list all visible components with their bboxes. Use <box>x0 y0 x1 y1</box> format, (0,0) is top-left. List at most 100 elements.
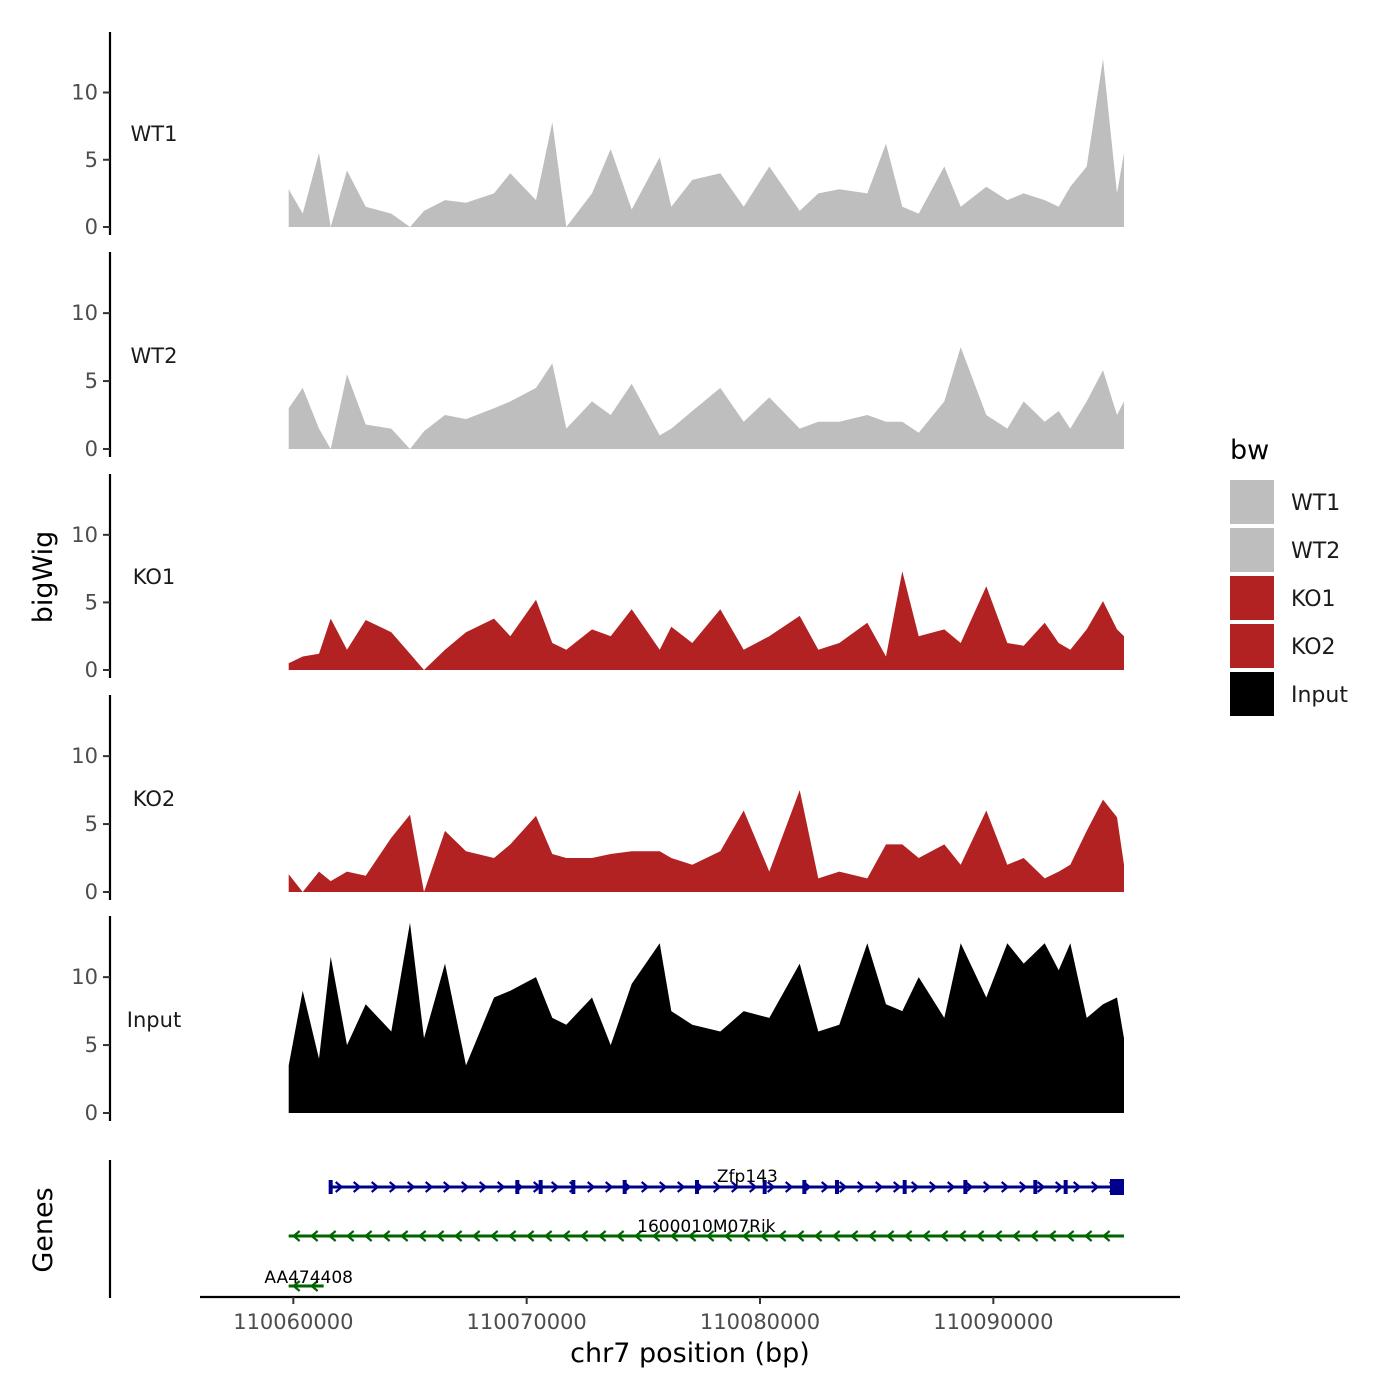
y-tick-label: 0 <box>85 1101 98 1125</box>
strand-arrow <box>471 1230 481 1242</box>
y-tick-label: 10 <box>71 965 98 989</box>
strand-arrow <box>723 1230 733 1242</box>
x-axis-title: chr7 position (bp) <box>570 1338 810 1369</box>
strand-arrow <box>309 1230 319 1242</box>
track-panel-input: 0 5 10 Input <box>71 916 1124 1125</box>
strand-arrow <box>730 1181 740 1193</box>
strand-arrow <box>309 1280 319 1292</box>
track-panel-ko2: 0 5 10 KO2 <box>71 695 1124 904</box>
strand-arrow <box>838 1181 848 1193</box>
strand-arrow <box>460 1181 470 1193</box>
strand-arrow <box>442 1181 452 1193</box>
y-axis-title: bigWig <box>28 531 59 624</box>
gene-label: 1600010M07Rik <box>637 1217 776 1237</box>
strand-arrow <box>291 1230 301 1242</box>
genes-axis-title: Genes <box>28 1187 59 1272</box>
strand-arrow <box>892 1181 902 1193</box>
gene-aa474408: AA474408 <box>264 1268 353 1292</box>
strand-arrow <box>1018 1181 1028 1193</box>
y-tick-label: 5 <box>85 590 98 614</box>
strand-arrow <box>507 1230 517 1242</box>
gene-label: AA474408 <box>264 1268 353 1288</box>
track-label-wt1: WT1 <box>131 122 178 146</box>
strand-arrow <box>669 1230 679 1242</box>
area-series-ko2 <box>288 790 1124 892</box>
strand-arrow <box>946 1181 956 1193</box>
exon-block <box>1063 1180 1068 1194</box>
exon-block <box>515 1180 520 1194</box>
track-panel-ko1: 0 5 10 KO1 <box>71 474 1124 682</box>
y-tick-label: 0 <box>85 437 98 461</box>
strand-arrow <box>921 1230 931 1242</box>
strand-arrow <box>849 1230 859 1242</box>
strand-arrow <box>424 1181 434 1193</box>
strand-arrow <box>586 1181 596 1193</box>
strand-arrow <box>964 1181 974 1193</box>
legend-label-wt1: WT1 <box>1291 491 1340 516</box>
area-series-input <box>288 922 1124 1113</box>
x-axis: 110060000 110070000 110080000 110090000 <box>200 1295 1180 1334</box>
track-label-ko1: KO1 <box>133 565 176 589</box>
strand-arrow <box>363 1230 373 1242</box>
gene-1600010m07rik: 1600010M07Rik <box>288 1217 1124 1242</box>
strand-arrow <box>705 1230 715 1242</box>
strand-arrow <box>1047 1230 1057 1242</box>
strand-arrow <box>543 1230 553 1242</box>
strand-arrow <box>1054 1181 1064 1193</box>
strand-arrow <box>831 1230 841 1242</box>
strand-arrow <box>759 1230 769 1242</box>
strand-arrow <box>885 1230 895 1242</box>
y-tick-label: 10 <box>71 301 98 325</box>
y-tick-label: 5 <box>85 1033 98 1057</box>
x-tick-label: 110090000 <box>933 1310 1053 1334</box>
gene-label: Zfp143 <box>717 1167 778 1187</box>
strand-arrow <box>957 1230 967 1242</box>
strand-arrow <box>406 1181 416 1193</box>
strand-arrow <box>982 1181 992 1193</box>
strand-arrow <box>993 1230 1003 1242</box>
strand-arrow <box>291 1280 301 1292</box>
strand-arrow <box>327 1230 337 1242</box>
area-series-ko1 <box>288 571 1124 670</box>
exon-block <box>538 1180 543 1194</box>
legend-swatch-ko1 <box>1230 576 1274 620</box>
y-tick-label: 0 <box>85 215 98 239</box>
strand-arrow <box>748 1181 758 1193</box>
legend-title: bw <box>1230 435 1269 466</box>
y-tick-label: 10 <box>71 523 98 547</box>
exon-block <box>695 1180 699 1194</box>
legend-label-input: Input <box>1291 683 1348 708</box>
exon-block <box>963 1180 968 1194</box>
strand-arrow <box>453 1230 463 1242</box>
strand-arrow <box>399 1230 409 1242</box>
x-tick-label: 110070000 <box>467 1310 587 1334</box>
strand-arrow <box>1101 1230 1111 1242</box>
strand-arrow <box>975 1230 985 1242</box>
strand-arrow <box>1083 1230 1093 1242</box>
strand-arrow <box>1090 1181 1100 1193</box>
y-tick-label: 10 <box>71 744 98 768</box>
exon-block <box>835 1180 839 1194</box>
strand-arrow <box>1072 1181 1082 1193</box>
gene-annotation-panel: Zfp143 1600010M07Rik AA474408 <box>108 1160 1124 1298</box>
strand-arrow <box>579 1230 589 1242</box>
strand-arrow <box>874 1181 884 1193</box>
strand-arrow <box>525 1230 535 1242</box>
strand-arrow <box>939 1230 949 1242</box>
track-label-input: Input <box>127 1008 181 1032</box>
legend-swatch-ko2 <box>1230 624 1274 668</box>
legend: bw WT1 WT2 KO1 KO2 Input <box>1230 435 1348 716</box>
strand-arrow <box>1011 1230 1021 1242</box>
area-series-wt2 <box>288 347 1124 449</box>
area-series-wt1 <box>288 58 1124 228</box>
strand-arrow <box>856 1181 866 1193</box>
x-tick-label: 110080000 <box>700 1310 820 1334</box>
strand-arrow <box>1029 1230 1039 1242</box>
y-tick-label: 10 <box>71 81 98 105</box>
exon-block <box>902 1180 907 1194</box>
strand-arrow <box>867 1230 877 1242</box>
strand-arrow <box>928 1181 938 1193</box>
exon-block <box>762 1180 767 1194</box>
track-label-ko2: KO2 <box>133 787 176 811</box>
